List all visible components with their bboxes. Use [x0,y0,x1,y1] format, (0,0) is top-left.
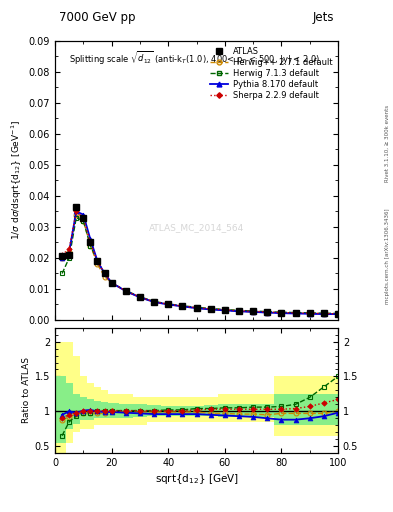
Legend: ATLAS, Herwig++ 2.7.1 default, Herwig 7.1.3 default, Pythia 8.170 default, Sherp: ATLAS, Herwig++ 2.7.1 default, Herwig 7.… [208,45,334,102]
Text: mcplots.cern.ch [arXiv:1306.3436]: mcplots.cern.ch [arXiv:1306.3436] [385,208,390,304]
X-axis label: sqrt{d$_{12}$} [GeV]: sqrt{d$_{12}$} [GeV] [154,472,239,486]
Y-axis label: 1/$\sigma$ d$\sigma$/dsqrt{d$_{12}$} [GeV$^{-1}$]: 1/$\sigma$ d$\sigma$/dsqrt{d$_{12}$} [Ge… [10,120,24,241]
Text: 7000 GeV pp: 7000 GeV pp [59,11,136,24]
Text: Rivet 3.1.10, ≥ 300k events: Rivet 3.1.10, ≥ 300k events [385,105,390,182]
Y-axis label: Ratio to ATLAS: Ratio to ATLAS [22,357,31,423]
Text: Jets: Jets [312,11,334,24]
Text: Splitting scale $\sqrt{d_{12}}$ (anti-k$_{T}$(1.0), 400< p$_{T}$ < 500, |y| < 2.: Splitting scale $\sqrt{d_{12}}$ (anti-k$… [69,49,320,67]
Text: ATLAS_MC_2014_564: ATLAS_MC_2014_564 [149,223,244,232]
